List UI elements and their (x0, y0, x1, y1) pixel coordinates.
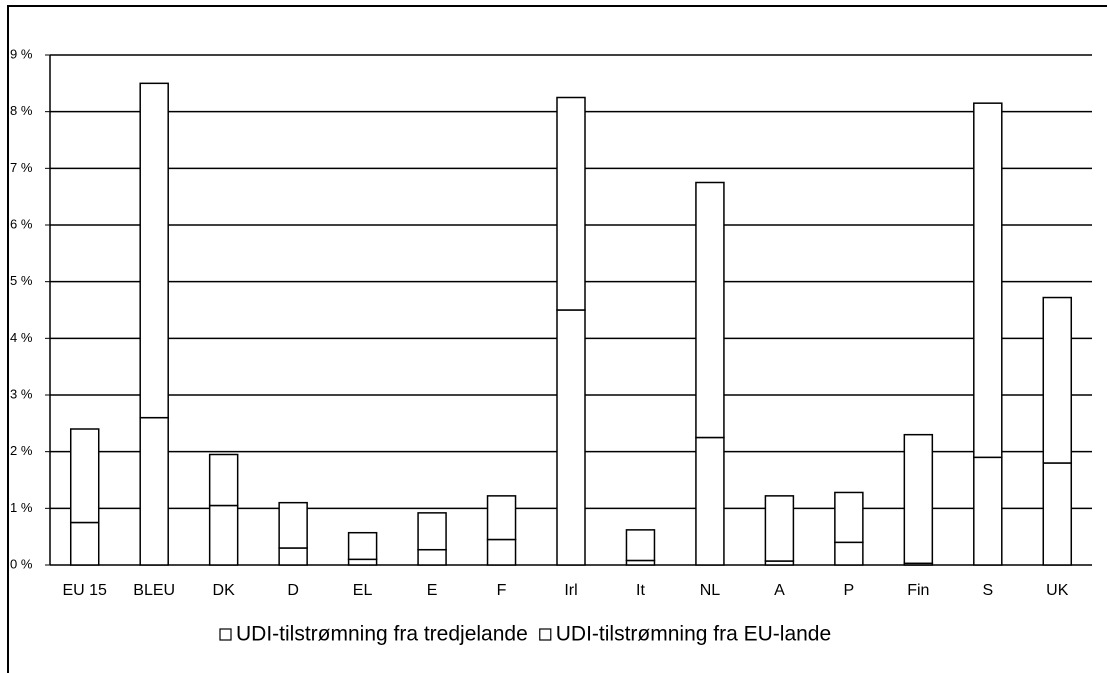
x-tick-label: E (427, 582, 438, 599)
bar-segment (556, 96, 586, 311)
legend-swatch (219, 628, 232, 641)
bar-segment (139, 82, 169, 419)
x-tick-label: P (844, 582, 855, 599)
x-tick-label: A (774, 582, 785, 599)
bar-segment (417, 548, 447, 566)
x-tick-label: Irl (564, 582, 577, 599)
y-tick-label: 2 % (10, 443, 33, 458)
x-tick-label: It (636, 582, 645, 599)
bar-segment (695, 181, 725, 439)
bar-segment (69, 521, 100, 566)
y-tick-label: 4 % (10, 330, 33, 345)
y-tick-label: 0 % (10, 556, 33, 571)
bar-segment (278, 547, 308, 566)
x-tick-label: F (497, 582, 507, 599)
y-tick-label: 6 % (10, 216, 33, 231)
legend-label: UDI-tilstrømning fra EU-lande (556, 623, 831, 646)
bar-segment (347, 558, 378, 566)
x-tick-label: NL (700, 582, 721, 599)
bar-segment (139, 416, 169, 566)
y-tick-label: 1 % (10, 500, 33, 515)
x-tick-label: EL (353, 582, 373, 599)
x-tick-label: S (982, 582, 993, 599)
bar-segment (1042, 296, 1073, 464)
bar-segment (973, 102, 1003, 459)
y-tick-label: 5 % (10, 273, 33, 288)
bar-segment (208, 453, 239, 507)
bar-segment (764, 495, 795, 562)
bar-segment (417, 512, 447, 551)
legend-label: UDI-tilstrømning fra tredjelande (236, 623, 528, 646)
bar-segment (834, 491, 864, 544)
x-tick-label: EU 15 (62, 582, 107, 599)
legend-swatch (539, 628, 552, 641)
x-tick-label: D (287, 582, 299, 599)
legend: UDI-tilstrømning fra tredjelande UDI-tils… (219, 623, 831, 646)
bar-segment (695, 436, 725, 566)
y-tick-label: 7 % (10, 160, 33, 175)
bar-segment (1042, 462, 1073, 566)
x-tick-label: BLEU (133, 582, 175, 599)
y-tick-label: 9 % (10, 46, 33, 61)
chart-border (7, 5, 1107, 673)
bar-segment (69, 428, 100, 524)
bar-segment (973, 456, 1003, 566)
x-tick-label: Fin (907, 582, 929, 599)
y-tick-label: 8 % (10, 103, 33, 118)
x-tick-label: DK (213, 582, 236, 599)
bar-segment (556, 309, 586, 566)
bar-segment (486, 495, 517, 541)
y-tick-label: 3 % (10, 386, 33, 401)
bar-segment (208, 504, 239, 566)
bar-segment (625, 529, 656, 562)
bar-segment (347, 531, 378, 561)
bar-segment (834, 541, 864, 566)
bar-segment (486, 538, 517, 566)
bar-segment (903, 433, 934, 565)
x-tick-label: UK (1046, 582, 1069, 599)
bar-segment (278, 501, 308, 549)
